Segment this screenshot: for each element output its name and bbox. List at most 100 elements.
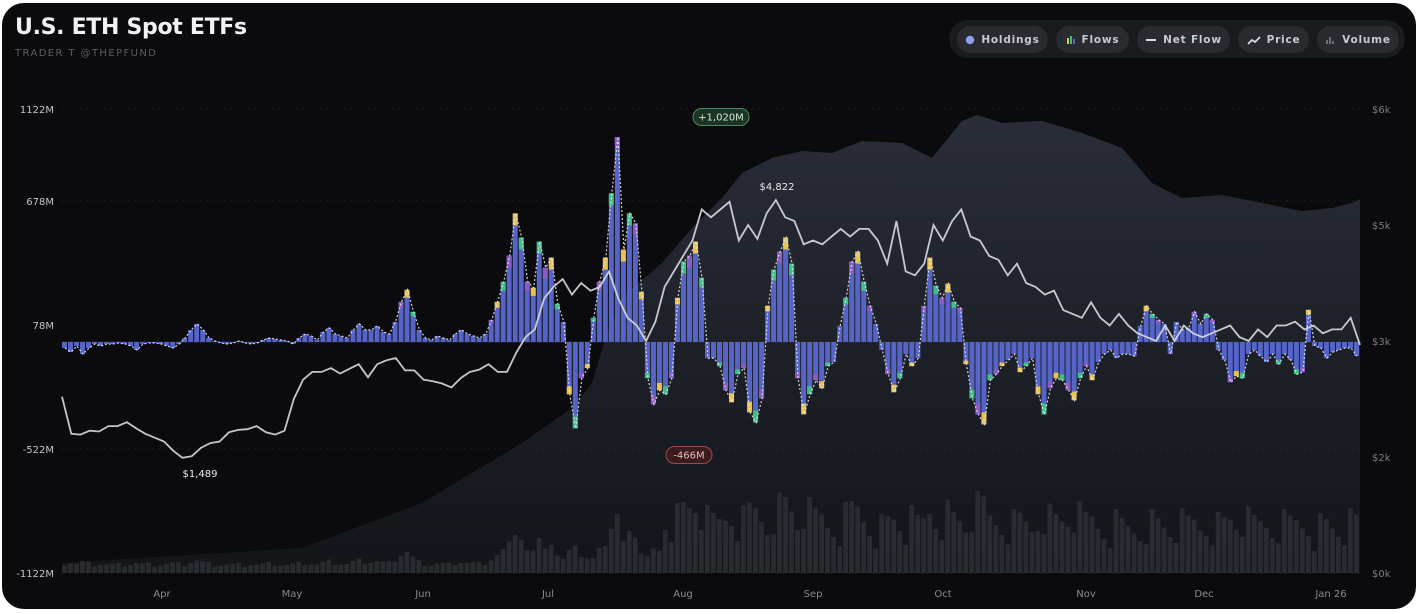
flow-bar-segment [975,403,981,415]
flow-bar [831,342,837,363]
volume-bar [680,502,686,573]
flow-bar-segment [1293,369,1299,375]
flow-bar [644,342,650,379]
flow-bar [819,342,825,389]
flow-bar-segment [933,285,939,295]
volume-bar [789,511,794,573]
flow-bar [1209,319,1215,342]
volume-bar [470,562,476,573]
flows-toggle-button[interactable]: Flows [1056,26,1129,53]
volume-bar [296,562,302,573]
flow-bar [1161,323,1167,342]
price-polyline [61,198,1361,459]
flow-bar-segment [584,364,590,369]
flow-bar-segment [1059,374,1065,381]
flow-bar-segment [741,364,747,369]
flow-bar [98,342,104,347]
flow-bar-segment [921,305,927,312]
net-flow-toggle-button[interactable]: Net Flow [1137,26,1230,53]
volume-bar [386,561,392,573]
volume-bar [741,505,746,573]
volume-bar [224,564,230,573]
price-toggle-button[interactable]: Price [1238,26,1309,53]
volume-bar [807,497,812,573]
volume-bar [723,521,728,573]
left-axis-tick-label: -1122M [16,569,54,580]
volume-bar [921,518,927,573]
volume-bar [302,565,308,573]
volume-bar [1281,509,1287,573]
volume-bar [1155,518,1161,573]
volume-bar [602,546,608,573]
volume-bar [578,557,584,573]
volume-bar [674,503,680,573]
volume-bar [1269,538,1275,573]
flow-bar-segment [813,374,819,381]
volume-bar [1125,526,1131,573]
volume-bar [230,563,236,573]
volume-bar [1245,506,1251,573]
x-axis-tick-label: Aug [673,589,693,600]
volume-bar [158,565,163,573]
flow-bar [1275,342,1281,365]
flow-bar-segment [963,360,969,365]
flow-bar-segment [825,362,831,367]
flow-bar [62,342,68,349]
flow-bar [224,342,230,345]
flow-bar [590,317,596,342]
volume-bar [116,562,121,573]
flow-bar-segment [500,281,506,291]
volume-bar [1095,529,1101,573]
volume-bar [999,535,1005,573]
volume-bar [632,537,638,573]
volume-bar [164,564,169,573]
min-flow-badge [665,446,713,464]
volume-bar [1053,514,1059,573]
flow-bar-segment [1041,403,1047,415]
x-axis-tick-label: Dec [1194,589,1213,600]
flows-chart: 1122M 678M 78M -522M -1122M $6k $5k $3k $2k $0k Ap… [16,105,1390,600]
flow-bar [1197,323,1203,342]
flow-bar [488,319,494,342]
volume-bar [777,492,782,573]
volume-bar [194,560,200,573]
dash-icon [1145,35,1157,45]
flow-bar [530,287,536,342]
flow-bar [1227,342,1233,383]
flow-bar [1035,342,1041,395]
flow-bar-segment [807,386,813,395]
volume-bar [488,560,494,573]
flow-bar [674,297,680,342]
flow-bar [284,340,290,342]
flow-bar [560,321,566,342]
volume-bar [1323,519,1329,573]
volume-bar [92,566,97,573]
flow-bar [110,342,116,345]
flow-bar-segment [753,410,759,423]
flow-bar [1341,342,1347,349]
flow-bar-segment [656,383,662,391]
flow-bar-segment [945,283,951,293]
volume-bar [1143,544,1149,573]
flow-bar-segment [747,401,753,413]
volume-bar [1173,543,1179,573]
flow-bar-segment [1077,372,1083,379]
flow-bar-segment [638,291,644,300]
volume-bar [608,529,614,573]
volume-bar [284,564,290,573]
flow-bar [650,342,656,405]
volume-bar [62,565,67,573]
flow-bar [368,329,374,342]
price-line [61,198,1361,459]
flow-bar [392,321,398,342]
volume-bar [813,508,818,573]
x-axis-tick-label: Jul [541,589,554,600]
volume-bar [620,541,626,573]
flow-bar [801,342,807,415]
flow-bar [867,305,873,342]
volume-toggle-label: Volume [1342,33,1391,46]
volume-bar [1353,514,1359,573]
volume-toggle-button[interactable]: Volume [1317,26,1399,53]
holdings-toggle-button[interactable]: Holdings [957,26,1048,53]
flow-bar-segment [849,261,855,274]
